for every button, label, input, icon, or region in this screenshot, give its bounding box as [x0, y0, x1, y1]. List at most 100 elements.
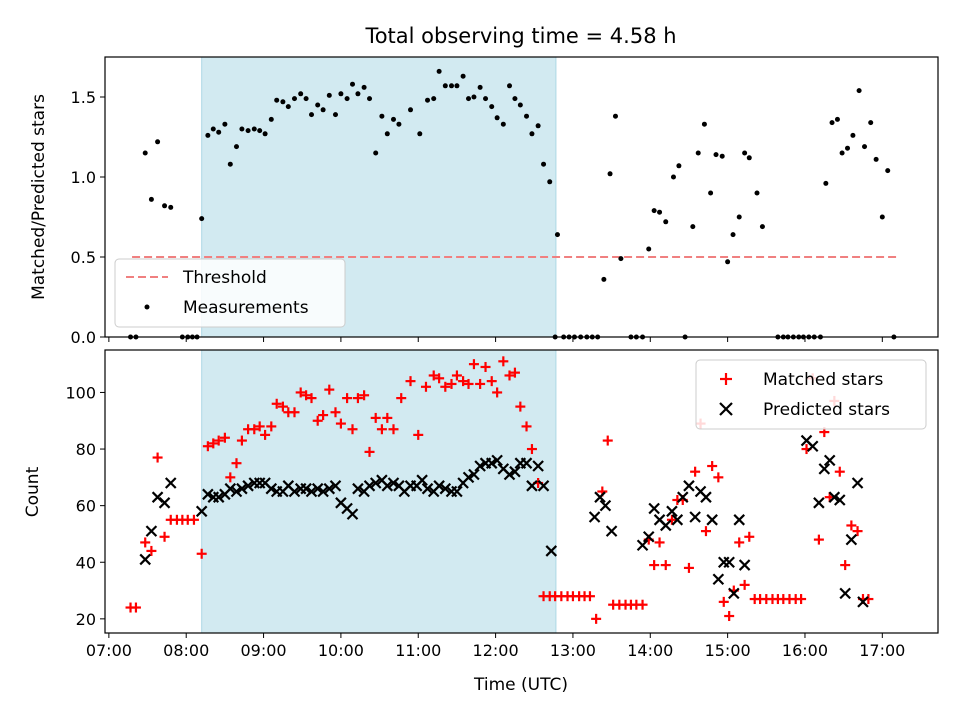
count-y-tick-label: 20	[76, 610, 96, 629]
measurement-point	[695, 150, 701, 156]
count-y-tick-label: 80	[76, 440, 96, 459]
predicted-star-point	[352, 482, 364, 495]
count-y-axis-label: Count	[23, 466, 43, 517]
predicted-star-point	[728, 587, 740, 600]
measurement-point	[436, 68, 442, 74]
measurement-point	[618, 256, 624, 262]
count-legend-box	[695, 359, 927, 430]
predicted-star-point	[451, 485, 463, 498]
matched-star-point	[188, 514, 199, 525]
matched-star-point	[382, 412, 393, 423]
measurement-point	[746, 155, 752, 161]
predicted-legend-label: Predicted stars	[763, 400, 890, 420]
ratio-legend-box	[114, 258, 346, 328]
predicted-star-point	[683, 480, 695, 492]
predicted-star-point	[689, 511, 701, 523]
measurement-point	[466, 96, 472, 102]
matched-star-point	[739, 579, 750, 590]
count-x-tick-label: 14:00	[627, 641, 673, 660]
predicted-star-point	[230, 485, 243, 498]
predicted-star-point	[648, 502, 660, 515]
measurement-point	[227, 161, 233, 167]
predicted-star-point	[828, 491, 841, 503]
measurement-point	[280, 99, 286, 105]
measurement-point	[291, 96, 297, 102]
measurement-point	[554, 232, 560, 238]
measurement-point	[719, 153, 725, 159]
measurement-point	[367, 96, 373, 102]
measurement-point	[885, 168, 891, 174]
matched-star-point	[591, 613, 602, 624]
measurement-point	[199, 216, 205, 222]
ratio-y-axis-label: Matched/Predicted stars	[29, 94, 49, 300]
count-x-tick-label: 13:00	[550, 641, 596, 660]
matched-star-point	[219, 432, 230, 443]
measurement-point	[257, 128, 263, 134]
matched-star-point	[277, 401, 288, 412]
measurement-point	[239, 126, 245, 132]
count-plot-frame	[104, 349, 939, 634]
matched-star-point	[260, 429, 271, 440]
measurement-point	[425, 97, 431, 103]
count-panel: 20 40 60 80 100 07:00 08:00 09:00 10:00 11:00 12:…	[23, 349, 939, 695]
measurement-point	[657, 209, 663, 215]
matched-star-point	[196, 548, 207, 559]
matched-star-point	[707, 461, 718, 472]
ratio-marks	[128, 68, 898, 340]
matched-star-point	[318, 410, 329, 421]
measurement-point	[730, 232, 736, 238]
matched-star-point	[683, 562, 694, 573]
matched-star-point	[359, 390, 370, 401]
matched-legend-label: Matched stars	[763, 370, 883, 390]
measurement-point	[494, 115, 500, 121]
measurements-legend-label: Measurements	[183, 298, 309, 318]
predicted-star-point	[700, 491, 712, 503]
ratio-y-tick-label: 1.0	[71, 168, 96, 187]
matched-star-point	[295, 387, 306, 398]
measurement-point	[690, 224, 696, 230]
predicted-star-point	[605, 525, 618, 537]
measurement-point	[477, 84, 483, 90]
measurement-point	[373, 150, 379, 156]
predicted-star-point	[806, 440, 819, 452]
ratio-x-axis	[108, 337, 883, 342]
matched-star-point	[420, 381, 431, 392]
matched-star-point	[301, 390, 312, 401]
matched-star-point	[236, 435, 247, 446]
matched-star-point	[130, 602, 141, 613]
matched-star-point	[492, 387, 503, 398]
matched-star-point	[852, 526, 863, 537]
measurement-point	[332, 112, 338, 118]
matched-star-point	[271, 398, 282, 409]
matched-star-point	[140, 537, 151, 548]
count-y-tick-label: 60	[76, 497, 96, 516]
measurement-point	[829, 120, 835, 126]
matched-star-point	[213, 435, 224, 446]
predicted-star-point	[851, 477, 864, 489]
measurement-point	[251, 126, 257, 132]
measurement-point	[676, 163, 682, 169]
measurement-point	[390, 116, 396, 122]
matched-star-point	[602, 435, 613, 446]
matched-star-point	[266, 421, 277, 432]
measurement-point	[454, 83, 460, 89]
matched-star-point	[666, 514, 677, 525]
measurement-point	[384, 131, 390, 137]
measurement-point	[303, 96, 309, 102]
predicted-star-point	[588, 511, 601, 523]
measurement-point	[344, 96, 350, 102]
ratio-y-tick-label: 1.5	[71, 88, 96, 107]
matched-star-point	[146, 545, 157, 556]
measurement-point	[663, 219, 669, 225]
predicted-star-point	[300, 482, 312, 495]
count-x-tick-label: 11:00	[395, 641, 441, 660]
matched-star-point	[231, 458, 242, 469]
matched-star-point	[413, 429, 424, 440]
matched-star-point	[834, 466, 845, 477]
measurement-point	[210, 126, 216, 132]
matched-star-point	[152, 452, 163, 463]
count-x-tick-label: 12:00	[473, 641, 519, 660]
predicted-star-point	[158, 497, 171, 509]
measurement-point	[350, 81, 356, 87]
predicted-star-point	[236, 482, 248, 495]
